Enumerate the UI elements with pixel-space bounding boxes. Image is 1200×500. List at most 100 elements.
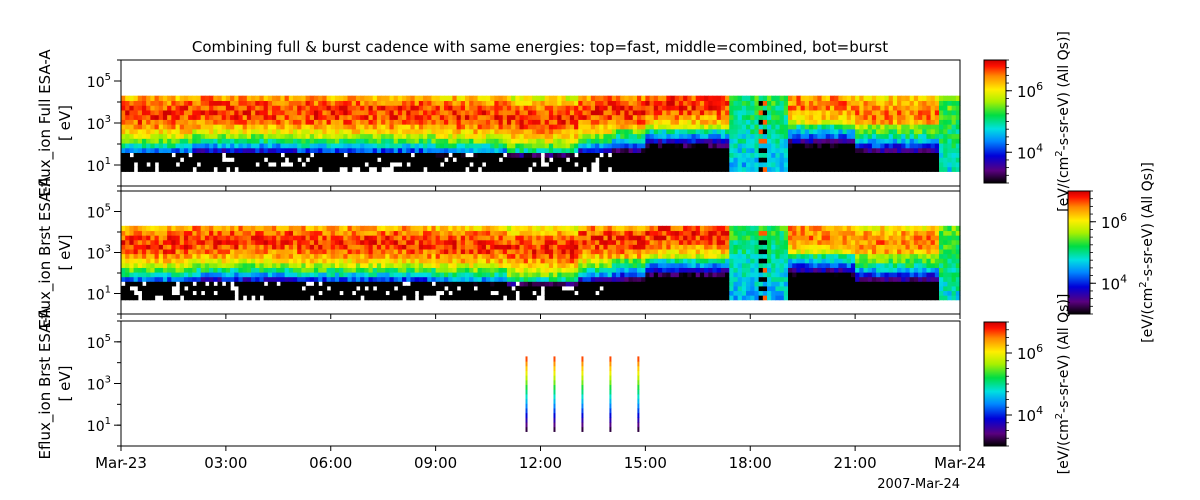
spectrogram-cell <box>624 109 630 116</box>
spectrogram-cell <box>838 100 844 106</box>
spectrogram-cell <box>318 152 323 158</box>
spectrogram-cell <box>800 100 806 106</box>
spectrogram-cell <box>368 95 374 102</box>
spectrogram-cell <box>121 119 126 125</box>
spectrogram-cell <box>280 142 286 149</box>
spectrogram-cell <box>326 276 332 282</box>
spectrogram-cell <box>179 100 185 106</box>
spectrogram-cell <box>452 95 458 102</box>
spectrogram-cell <box>477 295 483 301</box>
spectrogram-cell <box>481 124 487 130</box>
spectrogram-cell <box>418 285 424 292</box>
spectrogram-cell <box>611 109 617 116</box>
spectrogram-cell <box>506 267 512 273</box>
spectrogram-cell <box>922 147 928 154</box>
spectrogram-cell <box>297 114 302 120</box>
spectrogram-cell <box>481 271 487 278</box>
spectrogram-cell <box>553 152 558 158</box>
spectrogram-cell <box>653 142 659 149</box>
spectrogram-cell <box>150 290 156 296</box>
spectrogram-cell <box>947 147 953 154</box>
spectrogram-cell <box>754 128 760 135</box>
spectrogram-cell <box>368 119 374 125</box>
spectrogram-cell <box>402 253 407 259</box>
spectrogram-cell <box>754 142 760 149</box>
spectrogram-cell <box>699 166 705 172</box>
spectrogram-cell <box>330 147 336 154</box>
spectrogram-cell <box>590 281 596 287</box>
spectrogram-cell <box>129 138 135 144</box>
spectrogram-cell <box>506 166 512 172</box>
spectrogram-cell <box>272 119 277 125</box>
spectrogram-cell <box>276 157 281 163</box>
spectrogram-cell <box>385 138 391 144</box>
spectrogram-cell <box>343 276 349 282</box>
spectrogram-cell <box>192 133 198 139</box>
spectrogram-cell <box>616 161 621 168</box>
spectrogram-cell <box>179 95 185 102</box>
spectrogram-cell <box>485 138 491 144</box>
spectrogram-cell <box>544 267 550 273</box>
spectrogram-cell <box>129 230 135 236</box>
spectrogram-cell <box>771 119 777 125</box>
spectrogram-cell <box>183 105 189 111</box>
spectrogram-cell <box>578 128 584 135</box>
spectrogram-cell <box>141 147 147 154</box>
spectrogram-cell <box>544 244 550 250</box>
spectrogram-cell <box>397 138 403 144</box>
spectrogram-cell <box>456 147 462 154</box>
spectrogram-cell <box>423 152 428 158</box>
spectrogram-cell <box>645 95 651 102</box>
spectrogram-cell <box>305 285 311 292</box>
spectrogram-cell <box>221 128 227 135</box>
spectrogram-cell <box>762 142 768 149</box>
spectrogram-cell <box>213 142 219 149</box>
spectrogram-cell <box>137 114 143 120</box>
spectrogram-cell <box>234 225 240 232</box>
spectrogram-cell <box>435 157 441 163</box>
spectrogram-cell <box>544 95 550 102</box>
spectrogram-cell <box>657 133 663 139</box>
spectrogram-cell <box>804 109 810 116</box>
spectrogram-cell <box>611 290 617 296</box>
spectrogram-cell <box>200 253 206 259</box>
spectrogram-cell <box>586 239 592 245</box>
spectrogram-cell <box>561 267 567 273</box>
spectrogram-cell <box>313 290 319 296</box>
spectrogram-cell <box>389 124 395 130</box>
spectrogram-cell <box>855 128 860 135</box>
spectrogram-cell <box>242 290 248 296</box>
spectrogram-cell <box>288 100 294 106</box>
spectrogram-cell <box>620 133 625 139</box>
spectrogram-cell <box>200 100 206 106</box>
spectrogram-cell <box>456 119 462 125</box>
spectrogram-cell <box>603 152 609 158</box>
spectrogram-cell <box>372 276 378 282</box>
spectrogram-cell <box>553 161 558 168</box>
spectrogram-cell <box>754 95 760 102</box>
spectrogram-cell <box>288 157 294 163</box>
spectrogram-cell <box>691 105 697 111</box>
spectrogram-cell <box>121 133 126 139</box>
spectrogram-cell <box>905 133 911 139</box>
spectrogram-cell <box>632 157 638 163</box>
spectrogram-cell <box>498 248 504 255</box>
spectrogram-cell <box>439 133 445 139</box>
spectrogram-cell <box>867 161 873 168</box>
spectrogram-cell <box>892 128 898 135</box>
spectrogram-cell <box>624 114 630 120</box>
spectrogram-cell <box>448 239 453 245</box>
spectrogram-cell <box>431 225 437 232</box>
spectrogram-cell <box>234 258 240 264</box>
spectrogram-cell <box>414 262 420 268</box>
spectrogram-cell <box>423 258 428 264</box>
spectrogram-cell <box>221 105 227 111</box>
spectrogram-cell <box>435 225 441 232</box>
spectrogram-cell <box>284 166 290 172</box>
spectrogram-cell <box>217 95 223 102</box>
spectrogram-cell <box>578 244 584 250</box>
spectrogram-cell <box>477 114 483 120</box>
spectrogram-cell <box>150 161 156 168</box>
spectrogram-cell <box>469 276 474 282</box>
spectrogram-cell <box>196 138 202 144</box>
